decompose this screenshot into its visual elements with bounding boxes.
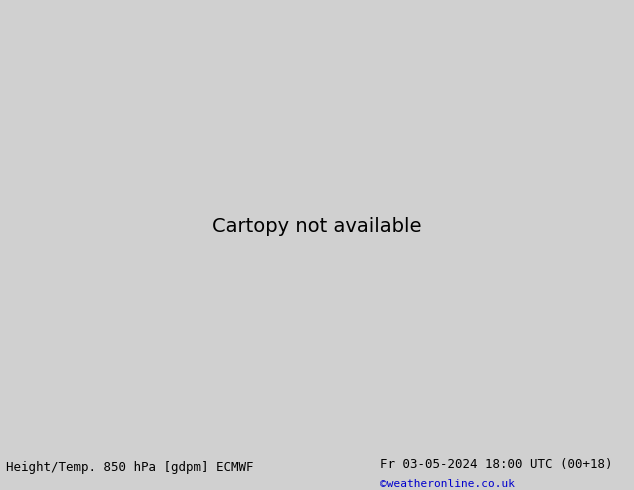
Text: Fr 03-05-2024 18:00 UTC (00+18): Fr 03-05-2024 18:00 UTC (00+18) bbox=[380, 458, 613, 471]
Text: Height/Temp. 850 hPa [gdpm] ECMWF: Height/Temp. 850 hPa [gdpm] ECMWF bbox=[6, 462, 254, 474]
Text: Cartopy not available: Cartopy not available bbox=[212, 217, 422, 236]
Text: ©weatheronline.co.uk: ©weatheronline.co.uk bbox=[380, 480, 515, 490]
